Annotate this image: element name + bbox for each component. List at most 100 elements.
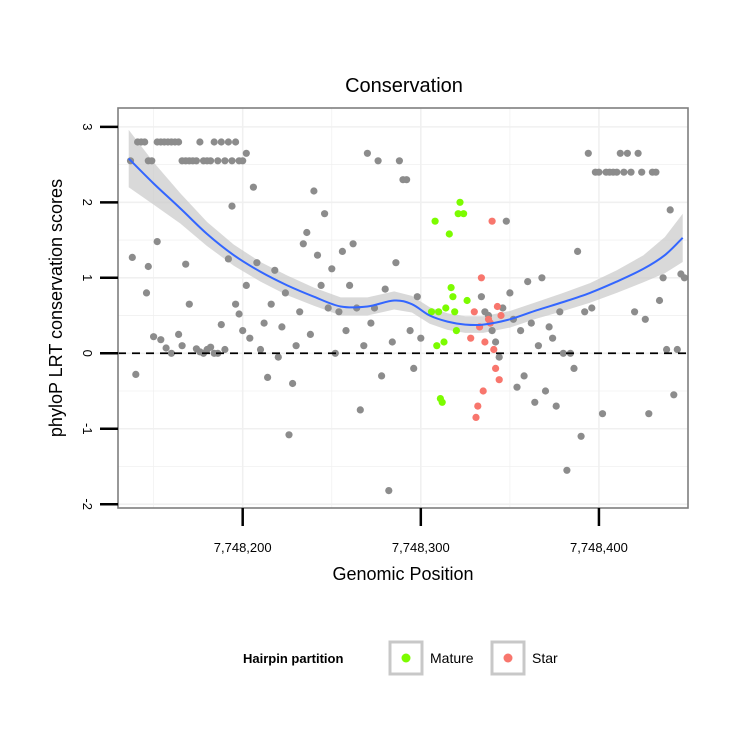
point-background-41 — [175, 330, 183, 338]
y-tick-label-3: 1 — [80, 274, 95, 281]
point-background-40 — [167, 349, 175, 357]
point-background-89 — [349, 240, 357, 248]
point-background-3 — [141, 138, 149, 146]
legend: Hairpin partition Mature Star — [243, 640, 558, 676]
point-background-101 — [392, 259, 400, 267]
point-background-107 — [413, 293, 421, 301]
point-star-10 — [488, 217, 496, 225]
point-background-106 — [410, 364, 418, 372]
point-background-161 — [663, 345, 671, 354]
point-background-151 — [627, 168, 635, 176]
point-mature-11 — [451, 308, 459, 316]
point-background-140 — [588, 304, 596, 312]
point-background-158 — [652, 168, 660, 176]
point-background-105 — [406, 327, 414, 335]
point-background-120 — [517, 327, 525, 335]
point-background-108 — [417, 334, 425, 342]
point-background-93 — [363, 149, 371, 157]
point-background-67 — [271, 266, 279, 274]
chart-title: Conservation — [345, 75, 463, 97]
point-star-6 — [479, 387, 487, 395]
smooth-line — [127, 157, 684, 327]
point-background-143 — [598, 410, 607, 418]
point-background-85 — [335, 308, 343, 316]
point-background-109 — [477, 293, 485, 301]
point-mature-16 — [463, 296, 471, 305]
point-background-156 — [645, 410, 653, 418]
x-axis-title: Genomic Position — [332, 564, 473, 584]
point-background-37 — [153, 238, 161, 246]
point-mature-12 — [452, 327, 460, 335]
point-background-43 — [182, 260, 190, 268]
point-background-75 — [299, 240, 307, 248]
point-mature-14 — [456, 198, 464, 206]
point-background-163 — [670, 391, 678, 399]
point-star-1 — [470, 308, 478, 316]
point-background-112 — [488, 327, 496, 335]
point-background-137 — [577, 432, 585, 440]
point-background-77 — [306, 330, 314, 338]
point-background-96 — [374, 157, 382, 165]
point-background-124 — [531, 398, 539, 406]
y-tick-label-4: 2 — [80, 199, 95, 206]
y-axis: -2 -1 0 1 2 3 — [80, 123, 118, 510]
point-background-42 — [178, 342, 186, 350]
point-background-23 — [214, 157, 222, 165]
point-background-97 — [378, 372, 386, 380]
panel-border — [117, 107, 689, 509]
point-background-86 — [338, 247, 346, 255]
point-background-149 — [620, 168, 628, 176]
point-background-129 — [549, 334, 557, 342]
x-tick-label-1: 7,748,300 — [392, 540, 450, 555]
point-background-147 — [613, 168, 621, 176]
point-mature-13 — [454, 210, 462, 218]
y-axis-title: phyloP LRT conservation scores — [46, 179, 66, 437]
point-mature-15 — [460, 210, 468, 218]
point-background-160 — [659, 274, 667, 282]
plot-panel — [117, 107, 689, 509]
y-tick-label-1: -1 — [80, 423, 95, 435]
point-background-148 — [616, 149, 624, 157]
point-background-155 — [641, 315, 649, 323]
point-background-132 — [559, 349, 567, 357]
point-star-5 — [477, 274, 485, 282]
point-background-150 — [623, 149, 632, 157]
point-mature-5 — [438, 398, 446, 406]
point-background-53 — [221, 345, 229, 354]
point-background-59 — [242, 281, 250, 289]
point-background-62 — [253, 259, 261, 267]
point-background-94 — [367, 319, 375, 327]
point-star-12 — [492, 364, 500, 372]
point-mature-10 — [449, 293, 457, 301]
point-background-104 — [403, 176, 411, 184]
point-background-117 — [506, 289, 514, 297]
point-background-80 — [317, 281, 325, 289]
point-background-35 — [144, 262, 152, 271]
point-background-64 — [260, 319, 268, 327]
point-background-71 — [285, 431, 293, 439]
point-background-88 — [346, 281, 354, 289]
point-background-128 — [545, 323, 553, 331]
point-background-73 — [292, 342, 300, 350]
legend-label-star: Star — [532, 650, 558, 666]
point-background-18 — [196, 138, 204, 146]
point-background-21 — [207, 157, 215, 165]
point-background-63 — [256, 345, 265, 354]
point-background-166 — [680, 274, 689, 282]
point-background-87 — [342, 327, 350, 335]
point-star-14 — [495, 376, 503, 384]
point-background-60 — [246, 334, 254, 342]
point-mature-1 — [431, 217, 439, 225]
point-background-92 — [360, 342, 368, 350]
point-background-12 — [175, 138, 183, 146]
smooth-line-layer — [127, 157, 684, 327]
point-background-133 — [563, 466, 571, 474]
point-background-5 — [148, 157, 156, 165]
point-background-72 — [289, 379, 297, 388]
point-background-159 — [655, 296, 664, 305]
point-mature-9 — [447, 284, 455, 292]
smooth-confidence-ribbon — [128, 129, 683, 333]
point-background-162 — [666, 206, 674, 214]
point-background-130 — [552, 402, 560, 410]
